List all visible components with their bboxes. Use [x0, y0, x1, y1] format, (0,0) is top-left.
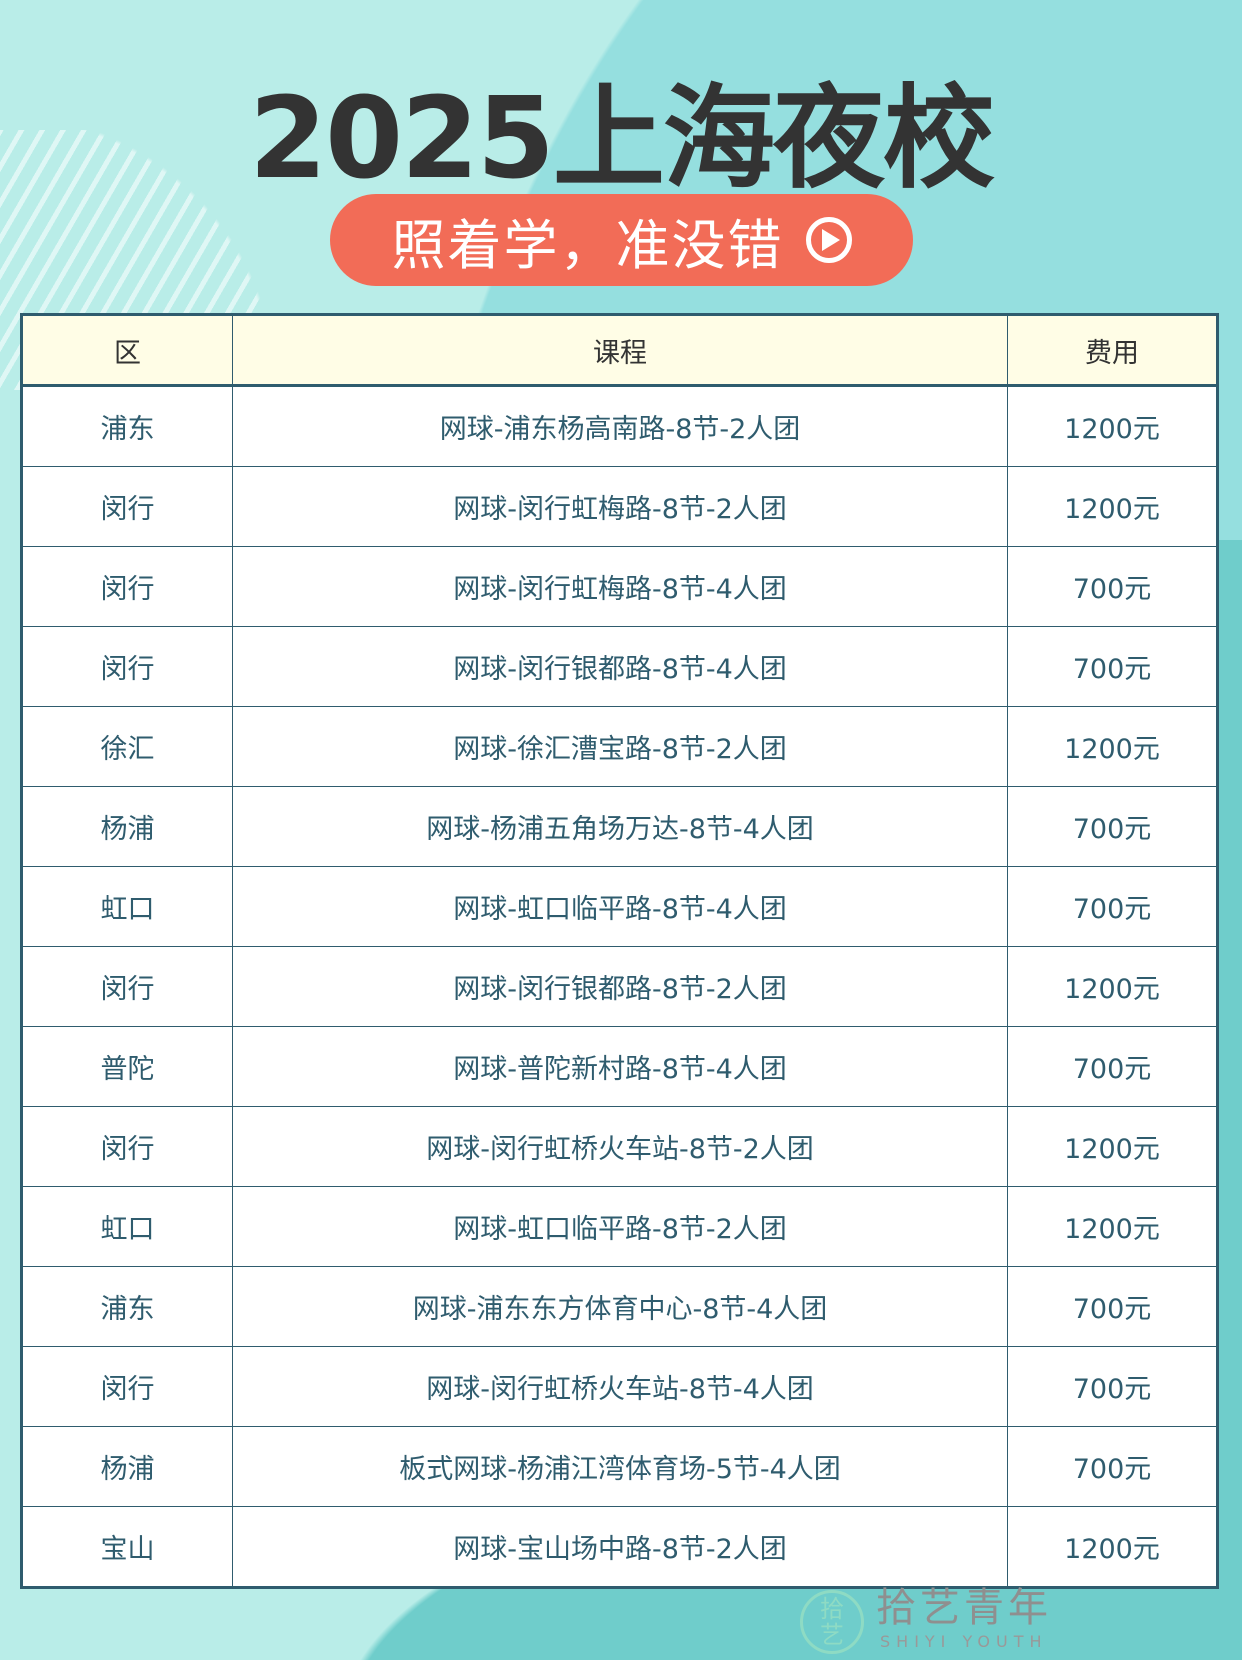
fee-cell: 1200元	[1007, 1106, 1218, 1187]
play-circle-icon	[805, 217, 852, 263]
course-cell: 网球-徐汇漕宝路-8节-2人团	[232, 706, 1008, 787]
watermark-logo: 拾艺	[800, 1590, 864, 1654]
fee-cell: 700元	[1007, 1346, 1218, 1427]
fee-cell: 700元	[1007, 546, 1218, 627]
fee-cell: 700元	[1007, 786, 1218, 867]
page-title: 2025上海夜校	[249, 74, 995, 204]
table-row: 杨浦 板式网球-杨浦江湾体育场-5节-4人团 700元	[21, 1426, 1218, 1507]
table-row: 宝山 网球-宝山场中路-8节-2人团 1200元	[21, 1506, 1218, 1588]
district-cell: 闵行	[21, 1346, 233, 1427]
course-cell: 网球-宝山场中路-8节-2人团	[232, 1506, 1008, 1588]
table-row: 徐汇 网球-徐汇漕宝路-8节-2人团 1200元	[21, 706, 1218, 787]
district-cell: 宝山	[21, 1506, 233, 1588]
fee-cell: 1200元	[1007, 946, 1218, 1027]
course-cell: 网球-浦东东方体育中心-8节-4人团	[232, 1266, 1008, 1347]
fee-cell: 700元	[1007, 866, 1218, 947]
slogan-text: 照着学，准没错	[391, 213, 784, 277]
district-cell: 杨浦	[21, 1426, 233, 1507]
course-table: 区 课程 费用 浦东 网球-浦东杨高南路-8节-2人团 1200元 闵行 网球-闵行虹梅…	[20, 313, 1219, 1589]
table-row: 闵行 网球-闵行虹梅路-8节-4人团 700元	[21, 546, 1218, 627]
district-cell: 浦东	[21, 385, 233, 467]
course-cell: 网球-闵行银都路-8节-4人团	[232, 626, 1008, 707]
table-row: 虹口 网球-虹口临平路-8节-2人团 1200元	[21, 1186, 1218, 1267]
course-cell: 网球-闵行虹桥火车站-8节-2人团	[232, 1106, 1008, 1187]
fee-cell: 1200元	[1007, 1506, 1218, 1588]
course-cell: 网球-虹口临平路-8节-4人团	[232, 866, 1008, 947]
district-cell: 闵行	[21, 466, 233, 547]
table-row: 浦东 网球-浦东杨高南路-8节-2人团 1200元	[21, 385, 1218, 467]
course-cell: 网球-闵行银都路-8节-2人团	[232, 946, 1008, 1027]
table-row: 闵行 网球-闵行银都路-8节-2人团 1200元	[21, 946, 1218, 1027]
district-cell: 虹口	[21, 866, 233, 947]
table-row: 浦东 网球-浦东东方体育中心-8节-4人团 700元	[21, 1266, 1218, 1347]
course-cell: 板式网球-杨浦江湾体育场-5节-4人团	[232, 1426, 1008, 1507]
district-cell: 徐汇	[21, 706, 233, 787]
fee-cell: 1200元	[1007, 466, 1218, 547]
district-cell: 闵行	[21, 546, 233, 627]
district-cell: 闵行	[21, 946, 233, 1027]
fee-cell: 700元	[1007, 1426, 1218, 1507]
slogan-banner: 照着学，准没错	[330, 194, 913, 286]
table-row: 杨浦 网球-杨浦五角场万达-8节-4人团 700元	[21, 786, 1218, 867]
watermark-name: 拾艺青年	[876, 1585, 1052, 1631]
column-header-course: 课程	[232, 314, 1008, 386]
watermark-sub: SHIYI YOUTH	[880, 1632, 1048, 1651]
district-cell: 杨浦	[21, 786, 233, 867]
district-cell: 闵行	[21, 626, 233, 707]
district-cell: 闵行	[21, 1106, 233, 1187]
column-header-district: 区	[21, 314, 233, 386]
fee-cell: 1200元	[1007, 1186, 1218, 1267]
fee-cell: 1200元	[1007, 706, 1218, 787]
course-cell: 网球-闵行虹梅路-8节-2人团	[232, 466, 1008, 547]
table-row: 虹口 网球-虹口临平路-8节-4人团 700元	[21, 866, 1218, 947]
table-row: 闵行 网球-闵行银都路-8节-4人团 700元	[21, 626, 1218, 707]
course-cell: 网球-虹口临平路-8节-2人团	[232, 1186, 1008, 1267]
course-cell: 网球-普陀新村路-8节-4人团	[232, 1026, 1008, 1107]
course-cell: 网球-杨浦五角场万达-8节-4人团	[232, 786, 1008, 867]
course-cell: 网球-闵行虹梅路-8节-4人团	[232, 546, 1008, 627]
fee-cell: 1200元	[1007, 385, 1218, 467]
fee-cell: 700元	[1007, 1266, 1218, 1347]
course-cell: 网球-闵行虹桥火车站-8节-4人团	[232, 1346, 1008, 1427]
district-cell: 虹口	[21, 1186, 233, 1267]
column-header-fee: 费用	[1007, 314, 1218, 386]
table-header: 区 课程 费用	[21, 314, 1218, 386]
table-row: 闵行 网球-闵行虹梅路-8节-2人团 1200元	[21, 466, 1218, 547]
table-row: 闵行 网球-闵行虹桥火车站-8节-4人团 700元	[21, 1346, 1218, 1427]
district-cell: 浦东	[21, 1266, 233, 1347]
fee-cell: 700元	[1007, 1026, 1218, 1107]
table-row: 闵行 网球-闵行虹桥火车站-8节-2人团 1200元	[21, 1106, 1218, 1187]
course-cell: 网球-浦东杨高南路-8节-2人团	[232, 385, 1008, 467]
fee-cell: 700元	[1007, 626, 1218, 707]
district-cell: 普陀	[21, 1026, 233, 1107]
table-row: 普陀 网球-普陀新村路-8节-4人团 700元	[21, 1026, 1218, 1107]
